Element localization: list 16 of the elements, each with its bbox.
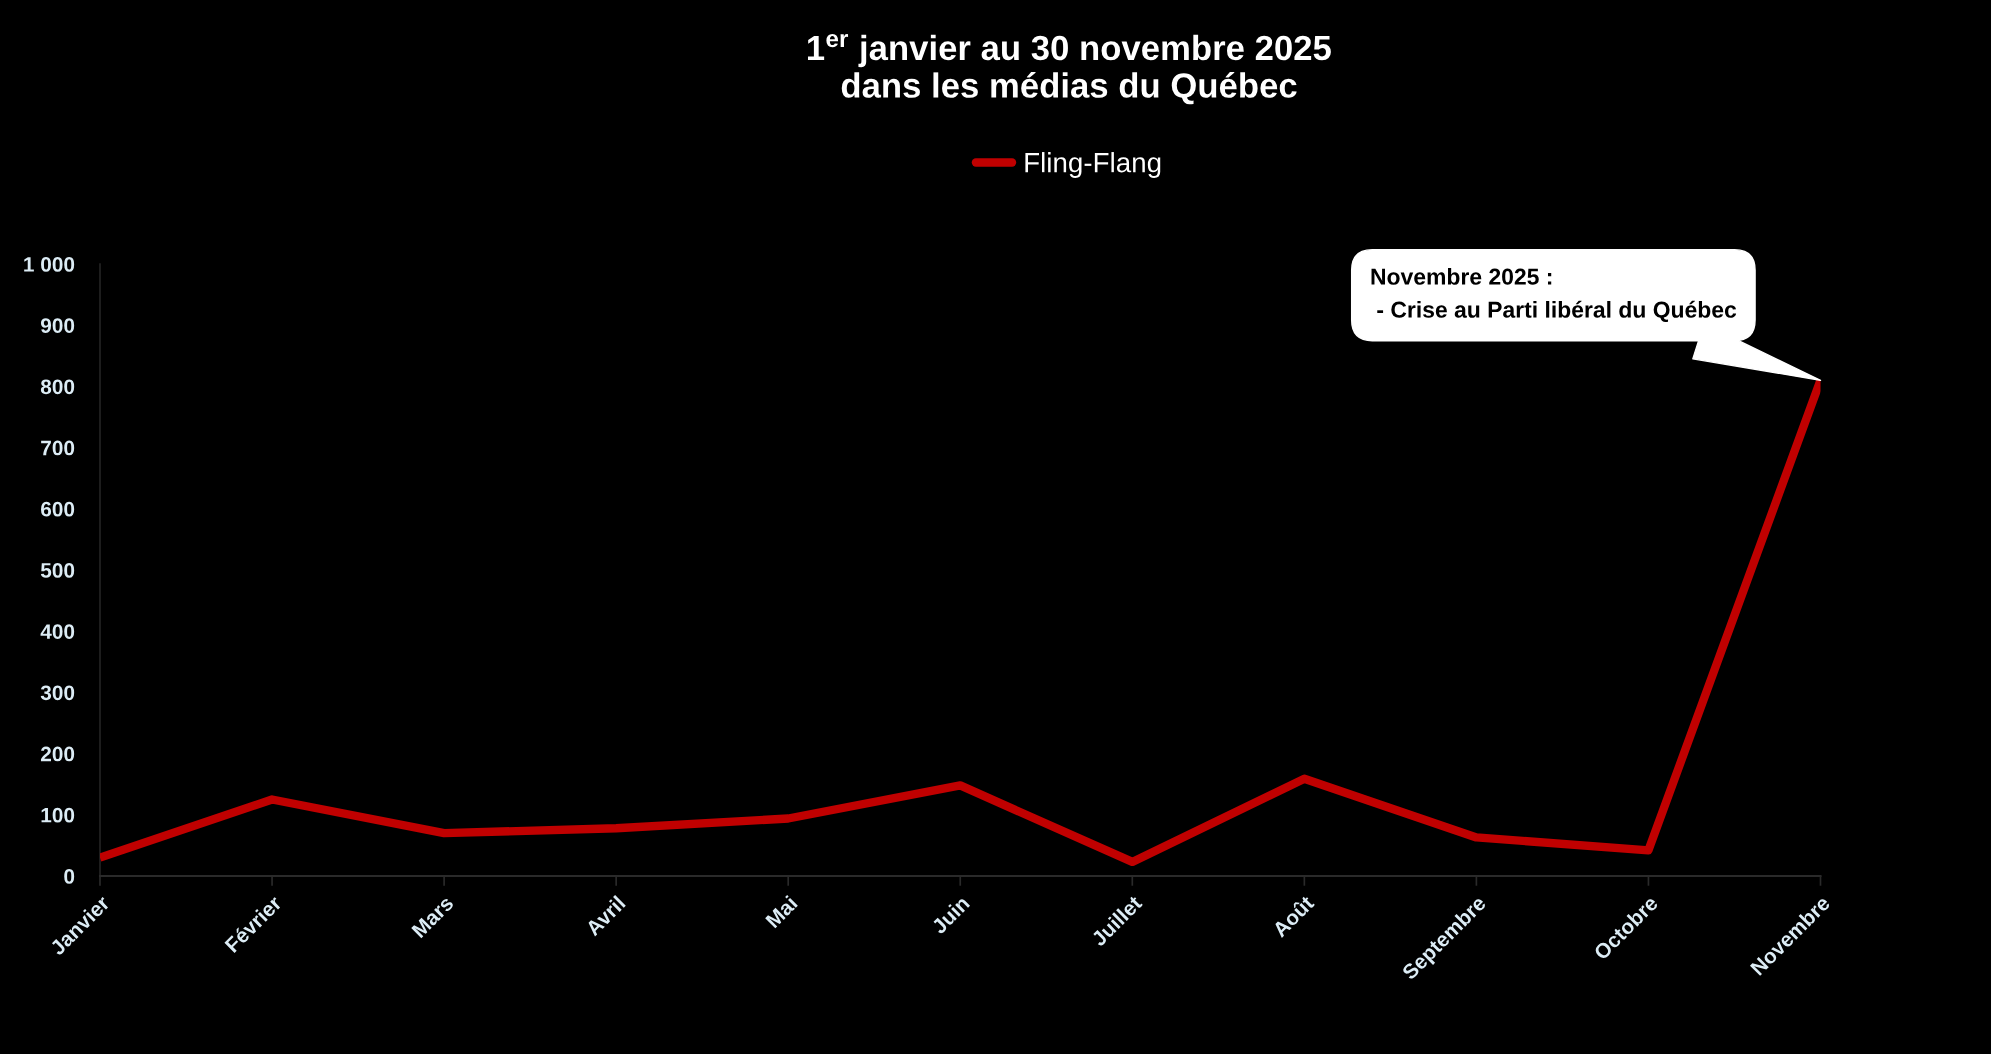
- x-tick-label: Mai: [764, 895, 798, 929]
- y-tick-label: 700: [41, 440, 75, 456]
- y-tick-label: 300: [40, 685, 75, 701]
- y-tick-label: 1 000: [24, 257, 75, 272]
- chart-title: 1$^{er}$ janvier au 30 novembre 2025 dans les médias du Québec: [807, 34, 1331, 105]
- legend-label: Fling-Flang: [1025, 152, 1161, 178]
- x-tick-label: Juin: [930, 894, 971, 935]
- y-tick-label: 900: [40, 318, 75, 333]
- y-tick-label: 200: [40, 746, 75, 762]
- y-tick-label: 100: [41, 807, 75, 823]
- y-tick-label: 500: [40, 563, 75, 578]
- y-tick-label: 0: [64, 869, 75, 884]
- y-tick-label: 600: [41, 501, 75, 517]
- y-tick-label: 800: [40, 379, 75, 395]
- y-tick-label: 400: [40, 624, 75, 639]
- annotation: Novembre 2025 : - Crise au Parti libéral du Québec: [1371, 268, 1737, 323]
